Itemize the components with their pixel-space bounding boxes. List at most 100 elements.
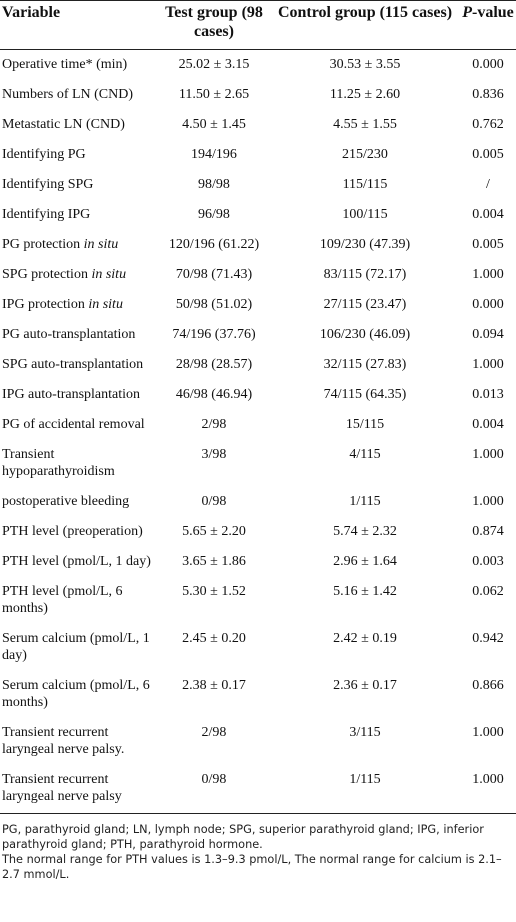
table-row: PG of accidental removal 2/98 15/115 0.004 [0, 410, 516, 440]
table-row: IPG auto-transplantation 46/98 (46.94) 74/… [0, 380, 516, 410]
table-row: Operative time* (min) 25.02 ± 3.15 30.53 ±… [0, 50, 516, 81]
data-table: Variable Test group (98 cases) Control gro… [0, 0, 516, 804]
table-cell: 3/115 [349, 725, 381, 740]
table-cell: 2.38 ± 0.17 [182, 678, 246, 693]
row-label: Metastatic LN (CND) [2, 117, 125, 132]
table-cell: 2.36 ± 0.17 [333, 678, 397, 693]
table-cell: 0.942 [472, 631, 504, 646]
table-cell: 0/98 [201, 772, 227, 787]
row-label: Identifying IPG [2, 207, 91, 222]
table-cell: 27/115 (23.47) [323, 297, 407, 312]
table-cell: 0.004 [472, 207, 504, 222]
table-cell: 215/230 [342, 147, 388, 162]
table-cell: 83/115 (72.17) [323, 267, 407, 282]
row-label: PG of accidental removal [2, 417, 145, 432]
table-cell: 4/115 [349, 447, 381, 462]
footnotes: PG, parathyroid gland; LN, lymph node; S… [0, 813, 516, 882]
table-cell: 3/98 [201, 447, 227, 462]
row-label: IPG auto-transplantation [2, 387, 141, 402]
table-row: Transient hypoparathyroidism 3/98 4/115 1.0… [0, 440, 516, 487]
column-header: Control group (115 cases) [270, 0, 460, 50]
table-row: PTH level (pmol/L, 6 months) 5.30 ± 1.52 5… [0, 577, 516, 624]
footnote: PG, parathyroid gland; LN, lymph node; S… [2, 823, 484, 851]
table-cell: 5.74 ± 2.32 [333, 524, 397, 539]
table-cell: 1.000 [472, 772, 504, 787]
table-row: Numbers of LN (CND) 11.50 ± 2.65 11.25 ± 2… [0, 80, 516, 110]
table-row: SPG protection in situ 70/98 (71.43) 83/11… [0, 260, 516, 290]
row-label: Identifying SPG [2, 177, 94, 192]
table-row: Serum calcium (pmol/L, 6 months) 2.38 ± 0… [0, 671, 516, 718]
text-run: SPG protection [2, 267, 92, 282]
text-run: in situ [83, 237, 119, 252]
table-cell: 0.005 [472, 237, 504, 252]
table-cell: 3.65 ± 1.86 [182, 554, 246, 569]
header-row: Variable Test group (98 cases) Control gro… [0, 0, 516, 50]
table-cell: 109/230 (47.39) [319, 237, 411, 252]
column-header: Test group (98 cases) [158, 0, 270, 50]
table-cell: 5.30 ± 1.52 [182, 584, 246, 599]
table-cell: 11.50 ± 2.65 [178, 87, 250, 102]
table-row: Transient recurrent laryngeal nerve pals… [0, 718, 516, 765]
table-row: PG protection in situ 120/196 (61.22) 109/… [0, 230, 516, 260]
table-row: postoperative bleeding 0/98 1/115 1.000 [0, 487, 516, 517]
table-cell: 46/98 (46.94) [175, 387, 253, 402]
row-label: PG auto-transplantation [2, 327, 136, 342]
text-run: in situ [91, 267, 127, 282]
table-cell: 74/196 (37.76) [172, 327, 256, 342]
table-header: Variable Test group (98 cases) Control gro… [0, 0, 516, 50]
table-cell: 2/98 [201, 725, 227, 740]
table-cell: 0.062 [472, 584, 504, 599]
table-cell: 0.005 [472, 147, 504, 162]
table-row: SPG auto-transplantation 28/98 (28.57) 32/… [0, 350, 516, 380]
table-cell: 32/115 (27.83) [323, 357, 407, 372]
table-cell: 11.25 ± 2.60 [329, 87, 401, 102]
row-label: SPG protection in situ [0, 260, 158, 290]
row-label: Transient recurrent laryngeal nerve pals… [2, 725, 125, 757]
table-cell: 1.000 [472, 725, 504, 740]
table-cell: 25.02 ± 3.15 [178, 57, 250, 72]
footnote: The normal range for PTH values is 1.3–9… [2, 853, 502, 881]
table-row: Metastatic LN (CND) 4.50 ± 1.45 4.55 ± 1.5… [0, 110, 516, 140]
table-row: Identifying SPG 98/98 115/115 / [0, 170, 516, 200]
row-label: Serum calcium (pmol/L, 1 day) [2, 631, 150, 663]
table-row: PTH level (pmol/L, 1 day) 3.65 ± 1.86 2.96… [0, 547, 516, 577]
row-label: postoperative bleeding [2, 494, 130, 509]
text-run: P [462, 4, 472, 21]
table-cell: 0.004 [472, 417, 504, 432]
table-row: PG auto-transplantation 74/196 (37.76) 106… [0, 320, 516, 350]
table-cell: 4.55 ± 1.55 [333, 117, 397, 132]
table-cell: 98/98 [198, 177, 230, 192]
table-cell: 0.094 [472, 327, 504, 342]
table-cell: 30.53 ± 3.55 [329, 57, 401, 72]
table-row: PTH level (preoperation) 5.65 ± 2.20 5.74 … [0, 517, 516, 547]
table-cell: 2.96 ± 1.64 [333, 554, 397, 569]
table-cell: 0.013 [472, 387, 504, 402]
table-cell: 1/115 [349, 772, 381, 787]
table-cell: 74/115 (64.35) [323, 387, 407, 402]
column-header: P-value [460, 0, 516, 50]
table-cell: 28/98 (28.57) [175, 357, 253, 372]
table-cell: 0/98 [201, 494, 227, 509]
table-cell: 2.45 ± 0.20 [182, 631, 246, 646]
row-label: Transient hypoparathyroidism [2, 447, 115, 479]
table-cell: 2.42 ± 0.19 [333, 631, 397, 646]
table-cell: / [486, 177, 490, 192]
row-label: PTH level (preoperation) [2, 524, 143, 539]
table-row: Identifying PG 194/196 215/230 0.005 [0, 140, 516, 170]
row-label: PTH level (pmol/L, 6 months) [2, 584, 123, 616]
text-run: PG protection [2, 237, 84, 252]
table-row: Identifying IPG 96/98 100/115 0.004 [0, 200, 516, 230]
table-cell: 4.50 ± 1.45 [182, 117, 246, 132]
table-cell: 5.65 ± 2.20 [182, 524, 246, 539]
table-cell: 194/196 [191, 147, 237, 162]
table-cell: 50/98 (51.02) [175, 297, 253, 312]
table-cell: 1.000 [472, 357, 504, 372]
row-label: Operative time* (min) [2, 57, 128, 72]
table-cell: 70/98 (71.43) [175, 267, 253, 282]
text-run: in situ [88, 297, 123, 312]
table-cell: 0.000 [472, 57, 504, 72]
row-label: Numbers of LN (CND) [2, 87, 134, 102]
row-label: IPG protection in situ [0, 290, 158, 320]
table-cell: 1.000 [472, 447, 504, 462]
